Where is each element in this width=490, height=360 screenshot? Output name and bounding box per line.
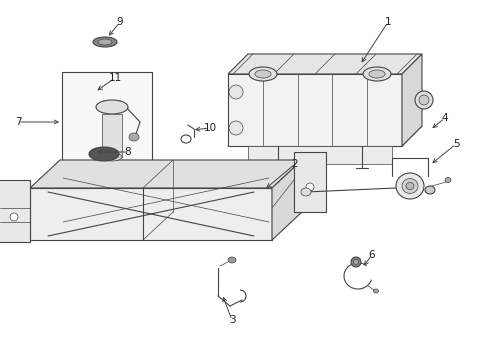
Text: 3: 3	[229, 315, 235, 325]
Text: 5: 5	[453, 139, 459, 149]
Ellipse shape	[425, 186, 435, 194]
Ellipse shape	[402, 179, 418, 194]
Text: 10: 10	[203, 123, 217, 133]
Text: 11: 11	[108, 73, 122, 83]
Text: 9: 9	[117, 17, 123, 27]
Polygon shape	[272, 160, 302, 240]
Ellipse shape	[229, 85, 243, 99]
Polygon shape	[62, 72, 152, 172]
Ellipse shape	[396, 173, 424, 199]
Ellipse shape	[102, 153, 122, 161]
Ellipse shape	[369, 70, 385, 78]
Ellipse shape	[373, 289, 378, 293]
Ellipse shape	[255, 70, 271, 78]
Ellipse shape	[228, 257, 236, 263]
Ellipse shape	[445, 177, 451, 183]
Text: 7: 7	[15, 117, 21, 127]
Ellipse shape	[249, 67, 277, 81]
Polygon shape	[0, 180, 30, 242]
Ellipse shape	[129, 133, 139, 141]
Ellipse shape	[89, 147, 119, 161]
Ellipse shape	[363, 67, 391, 81]
Ellipse shape	[10, 213, 18, 221]
Ellipse shape	[306, 183, 314, 191]
Ellipse shape	[406, 183, 414, 189]
Ellipse shape	[415, 91, 433, 109]
Ellipse shape	[301, 188, 311, 196]
Ellipse shape	[98, 39, 112, 45]
Polygon shape	[402, 54, 422, 146]
Polygon shape	[294, 152, 326, 212]
Ellipse shape	[96, 100, 128, 114]
Text: 2: 2	[292, 159, 298, 169]
Polygon shape	[30, 160, 302, 188]
Polygon shape	[228, 74, 402, 146]
Text: 4: 4	[441, 113, 448, 123]
Polygon shape	[228, 126, 422, 146]
Text: 6: 6	[368, 250, 375, 260]
Polygon shape	[248, 146, 392, 164]
Ellipse shape	[351, 257, 361, 267]
Polygon shape	[228, 54, 422, 74]
Ellipse shape	[93, 37, 117, 47]
Ellipse shape	[229, 121, 243, 135]
Text: 8: 8	[124, 147, 131, 157]
Ellipse shape	[419, 95, 429, 105]
Text: 1: 1	[385, 17, 392, 27]
Polygon shape	[102, 114, 122, 157]
Polygon shape	[30, 188, 272, 240]
Ellipse shape	[353, 260, 359, 265]
